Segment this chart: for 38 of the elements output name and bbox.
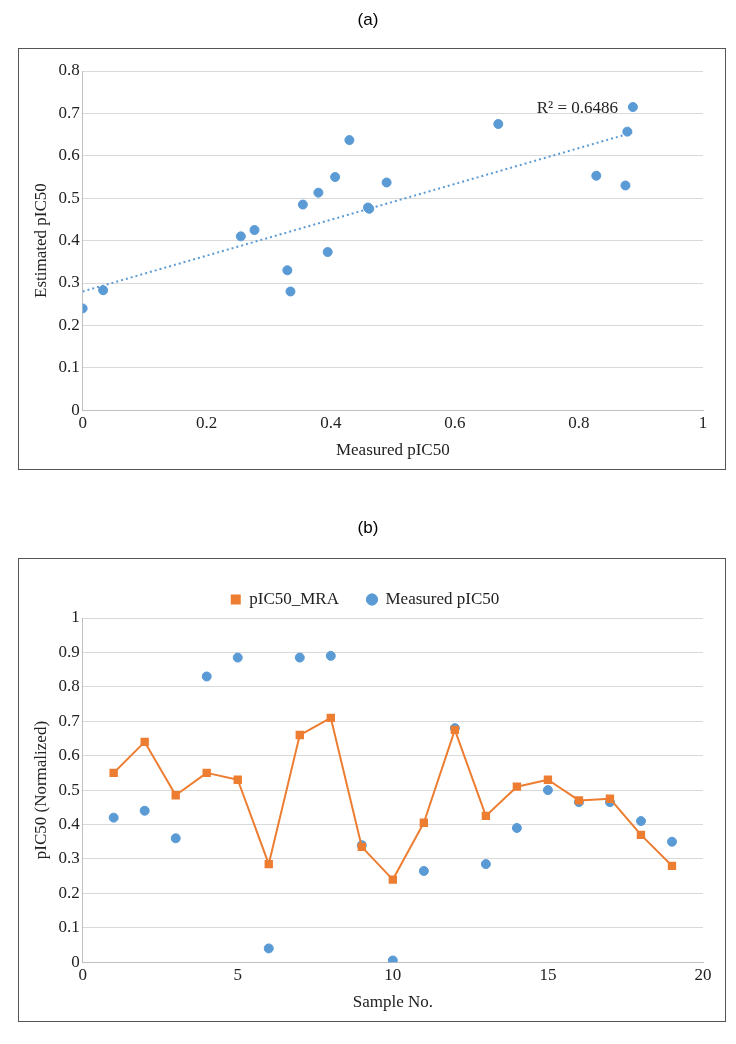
y-axis-title: pIC50 (Normalized) (30, 720, 50, 860)
x-axis-title: Measured pIC50 (335, 440, 450, 460)
legend-label: Measured pIC50 (385, 588, 500, 608)
y-tick-label: 0.5 (58, 187, 80, 207)
y-tick-label: 0.7 (58, 102, 81, 122)
x-tick-label: 0.4 (320, 412, 342, 432)
x-tick-label: 15 (539, 964, 557, 984)
y-tick-label: 0.2 (58, 882, 80, 902)
y-tick-label: 0 (71, 951, 80, 971)
y-axis-title: Estimated pIC50 (30, 183, 50, 298)
y-tick-label: 0.7 (58, 710, 81, 730)
chart-title: (a) (356, 9, 380, 31)
x-tick-label: 10 (384, 964, 402, 984)
y-tick-label: 0.4 (58, 230, 81, 250)
x-tick-label: 0.6 (444, 412, 466, 432)
y-tick-label: 0.4 (58, 813, 81, 833)
y-tick-label: 0.9 (58, 641, 80, 661)
y-tick-label: 0 (71, 399, 80, 419)
y-tick-label: 0.2 (58, 314, 80, 334)
y-tick-label: 0.1 (58, 357, 80, 377)
x-tick-label: 1 (698, 412, 708, 432)
annotation: R² = 0.6486 (536, 98, 618, 118)
y-tick-label: 0.6 (58, 745, 80, 765)
x-tick-label: 5 (233, 964, 242, 984)
y-tick-label: 0.8 (58, 676, 80, 696)
y-tick-label: 0.3 (58, 272, 80, 292)
x-tick-label: 0.8 (568, 412, 590, 432)
y-tick-label: 0.1 (58, 917, 80, 937)
y-tick-label: 1 (71, 607, 80, 627)
y-tick-label: 0.8 (58, 60, 80, 80)
y-tick-label: 0.6 (58, 145, 80, 165)
y-tick-label: 0.3 (58, 848, 80, 868)
x-axis-title: Sample No. (352, 992, 433, 1012)
legend-label: pIC50_MRA (249, 588, 340, 608)
x-tick-label: 0.2 (196, 412, 218, 432)
chart-title: (b) (356, 517, 380, 539)
x-tick-label: 20 (694, 964, 712, 984)
y-tick-label: 0.5 (58, 779, 80, 799)
